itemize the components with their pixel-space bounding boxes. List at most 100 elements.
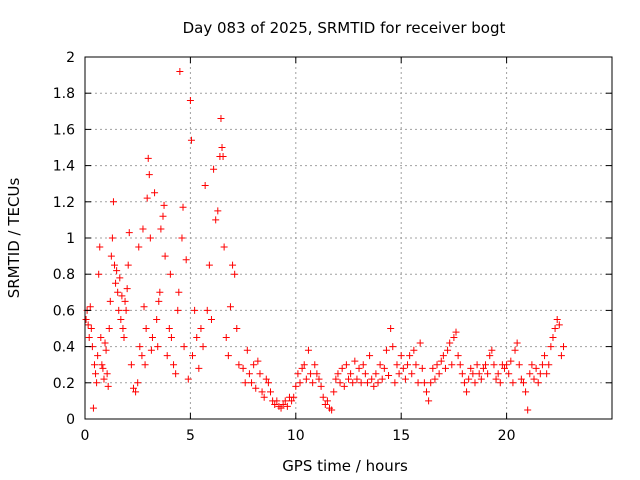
y-tick-label: 1.8 (53, 86, 75, 102)
data-point (357, 379, 365, 387)
data-point (229, 261, 237, 269)
data-point (143, 194, 151, 202)
data-point (363, 379, 371, 387)
data-point (437, 357, 445, 365)
data-point (482, 361, 490, 369)
data-point (100, 375, 108, 383)
data-point (219, 153, 227, 161)
data-point (302, 375, 310, 383)
data-point (96, 243, 104, 251)
data-point (376, 361, 384, 369)
data-point (165, 325, 173, 332)
x-tick-label: 15 (392, 428, 410, 444)
data-point (166, 270, 174, 278)
data-point (560, 343, 568, 351)
data-point (122, 306, 130, 314)
data-point (214, 207, 222, 215)
data-point (127, 361, 135, 369)
data-point (138, 352, 146, 360)
data-point (503, 361, 511, 369)
data-point (258, 388, 266, 396)
data-point (174, 306, 182, 314)
data-point (107, 252, 115, 260)
data-point (241, 379, 249, 387)
data-point (382, 346, 390, 354)
data-point (536, 370, 544, 378)
data-point (490, 361, 498, 369)
data-point (193, 334, 201, 342)
data-point (359, 361, 367, 369)
data-point (427, 379, 435, 387)
data-point (475, 370, 483, 378)
data-point (125, 229, 133, 237)
data-point (519, 379, 527, 387)
data-point (288, 397, 296, 405)
y-tick-label: 0 (66, 412, 75, 428)
data-point (330, 388, 338, 396)
data-point (119, 325, 127, 332)
data-point (534, 379, 542, 387)
data-point (473, 361, 481, 369)
data-point (488, 346, 496, 354)
data-point (414, 379, 422, 387)
data-point (207, 315, 215, 323)
data-point (412, 361, 420, 369)
data-point (387, 325, 395, 332)
data-point (351, 357, 359, 365)
data-point (92, 370, 100, 378)
data-point (157, 225, 165, 233)
data-point (353, 375, 361, 383)
data-point (429, 364, 437, 372)
data-point (345, 375, 352, 383)
data-point (332, 375, 340, 383)
data-point (467, 364, 475, 372)
data-point (279, 401, 287, 409)
data-point (84, 321, 92, 329)
data-point (551, 325, 559, 332)
data-point (435, 370, 443, 378)
data-point (147, 346, 155, 354)
x-tick-label: 5 (186, 428, 195, 444)
y-tick-label: 1.2 (53, 195, 75, 211)
data-point (311, 361, 319, 369)
data-point (115, 306, 123, 314)
data-point (454, 352, 462, 360)
data-point (103, 370, 111, 378)
data-point (145, 171, 153, 179)
data-point (95, 270, 103, 278)
data-point (532, 364, 540, 372)
data-point (140, 303, 148, 311)
data-point (441, 364, 449, 372)
data-point (541, 352, 549, 360)
data-point (296, 379, 304, 387)
data-point (547, 343, 555, 351)
data-point (418, 364, 426, 372)
data-point (374, 379, 382, 387)
data-point (112, 279, 120, 287)
data-point (160, 201, 168, 209)
data-point (334, 370, 342, 378)
data-points (82, 67, 568, 414)
data-point (416, 339, 424, 347)
y-tick-label: 1.6 (53, 122, 75, 138)
data-point (267, 388, 275, 396)
data-point (420, 379, 428, 387)
data-point (233, 325, 241, 332)
data-point (197, 325, 205, 332)
data-point (163, 352, 171, 360)
data-point (218, 144, 226, 151)
data-point (513, 339, 521, 347)
data-point (422, 388, 430, 396)
data-point (342, 361, 350, 369)
data-point (231, 270, 239, 278)
data-point (154, 343, 162, 351)
data-point (309, 379, 317, 387)
data-point (366, 352, 374, 360)
data-point (195, 364, 203, 372)
data-point (522, 388, 530, 396)
data-point (557, 352, 565, 360)
y-tick-label: 1 (66, 231, 75, 247)
data-point (313, 370, 321, 378)
data-point (456, 361, 464, 369)
data-point (248, 379, 256, 387)
